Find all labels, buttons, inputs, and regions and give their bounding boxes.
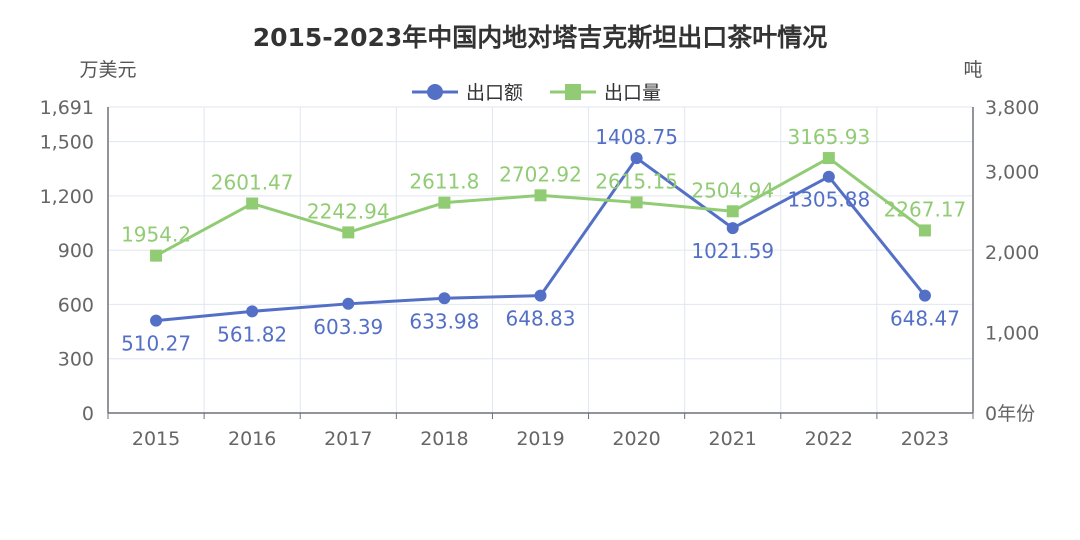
series-1-point[interactable] xyxy=(438,292,451,305)
legend[interactable]: 出口额 出口量 xyxy=(412,82,661,104)
left-y-tick-label: 1,500 xyxy=(40,132,94,154)
legend-square-icon xyxy=(565,84,581,100)
series-1-point[interactable] xyxy=(630,152,643,165)
legend-item-2[interactable]: 出口量 xyxy=(550,82,661,104)
axes: 2015 2016 2017 2018 2019 2020 2021 2022 2023 0 300… xyxy=(40,97,1040,450)
data-label: 2504.94 xyxy=(691,178,774,202)
left-y-tick-label: 1,200 xyxy=(40,186,94,208)
data-label: 1408.75 xyxy=(595,125,678,149)
legend-label: 出口额 xyxy=(466,82,523,104)
data-label: 2611.8 xyxy=(409,170,479,194)
right-y-tick-label: 0年份 xyxy=(985,403,1035,425)
x-tick-label: 2022 xyxy=(805,428,853,450)
series-2-point[interactable] xyxy=(150,249,163,262)
right-y-tick-label: 3,800 xyxy=(985,97,1039,119)
legend-item-1[interactable]: 出口额 xyxy=(412,82,523,104)
right-y-tick-label: 2,000 xyxy=(985,242,1039,264)
series-1-point[interactable] xyxy=(246,305,259,318)
data-label: 603.39 xyxy=(313,315,383,339)
data-labels: 510.27 561.82 603.39 633.98 648.83 1408.75 102… xyxy=(121,125,966,356)
data-label: 1954.2 xyxy=(121,223,191,247)
grid xyxy=(108,106,974,413)
data-label: 648.83 xyxy=(506,307,576,331)
data-label: 2242.94 xyxy=(307,199,390,223)
series-layer xyxy=(150,152,931,327)
data-label: 1305.88 xyxy=(787,188,870,212)
series-2-point[interactable] xyxy=(630,196,643,209)
data-label: 2615.15 xyxy=(595,169,678,193)
series-2-point[interactable] xyxy=(918,224,931,237)
right-y-tick-label: 1,000 xyxy=(985,322,1039,344)
left-y-tick-label: 1,691 xyxy=(40,97,94,119)
data-label: 2601.47 xyxy=(211,171,294,195)
series-1-point[interactable] xyxy=(342,297,355,310)
data-label: 561.82 xyxy=(217,322,287,346)
legend-circle-icon xyxy=(427,84,443,100)
series-2-point[interactable] xyxy=(822,152,835,165)
series-1-point[interactable] xyxy=(534,289,547,302)
data-label: 2702.92 xyxy=(499,162,582,186)
left-axis-name: 万美元 xyxy=(79,59,136,81)
x-tick-label: 2018 xyxy=(420,428,468,450)
series-2-point[interactable] xyxy=(342,226,355,239)
right-y-tick-label: 3,000 xyxy=(985,161,1039,183)
series-1-point[interactable] xyxy=(150,314,163,327)
x-tick-label: 2015 xyxy=(132,428,180,450)
series-2-point[interactable] xyxy=(534,189,547,202)
data-label: 3165.93 xyxy=(787,125,870,149)
data-label: 510.27 xyxy=(121,332,191,356)
left-y-tick-label: 300 xyxy=(58,349,94,371)
series-1-point[interactable] xyxy=(918,289,931,302)
data-label: 1021.59 xyxy=(691,239,774,263)
left-y-tick-label: 0 xyxy=(82,403,94,425)
right-axis-name: 吨 xyxy=(963,59,982,81)
legend-label: 出口量 xyxy=(604,82,661,104)
x-tick-label: 2023 xyxy=(901,428,949,450)
data-label: 633.98 xyxy=(409,309,479,333)
x-tick-label: 2019 xyxy=(516,428,564,450)
series-1-point[interactable] xyxy=(822,170,835,183)
left-y-tick-label: 600 xyxy=(58,294,94,316)
chart-title: 2015-2023年中国内地对塔吉克斯坦出口茶叶情况 xyxy=(253,23,828,52)
series-2-point[interactable] xyxy=(246,197,259,210)
series-1-point[interactable] xyxy=(726,222,739,235)
series-2-point[interactable] xyxy=(438,196,451,209)
x-tick-label: 2017 xyxy=(324,428,372,450)
data-label: 2267.17 xyxy=(884,197,967,221)
x-tick-label: 2020 xyxy=(612,428,660,450)
left-y-tick-label: 900 xyxy=(58,240,94,262)
data-label: 648.47 xyxy=(890,307,960,331)
x-tick-label: 2016 xyxy=(228,428,276,450)
series-2-point[interactable] xyxy=(726,205,739,218)
x-tick-label: 2021 xyxy=(709,428,757,450)
